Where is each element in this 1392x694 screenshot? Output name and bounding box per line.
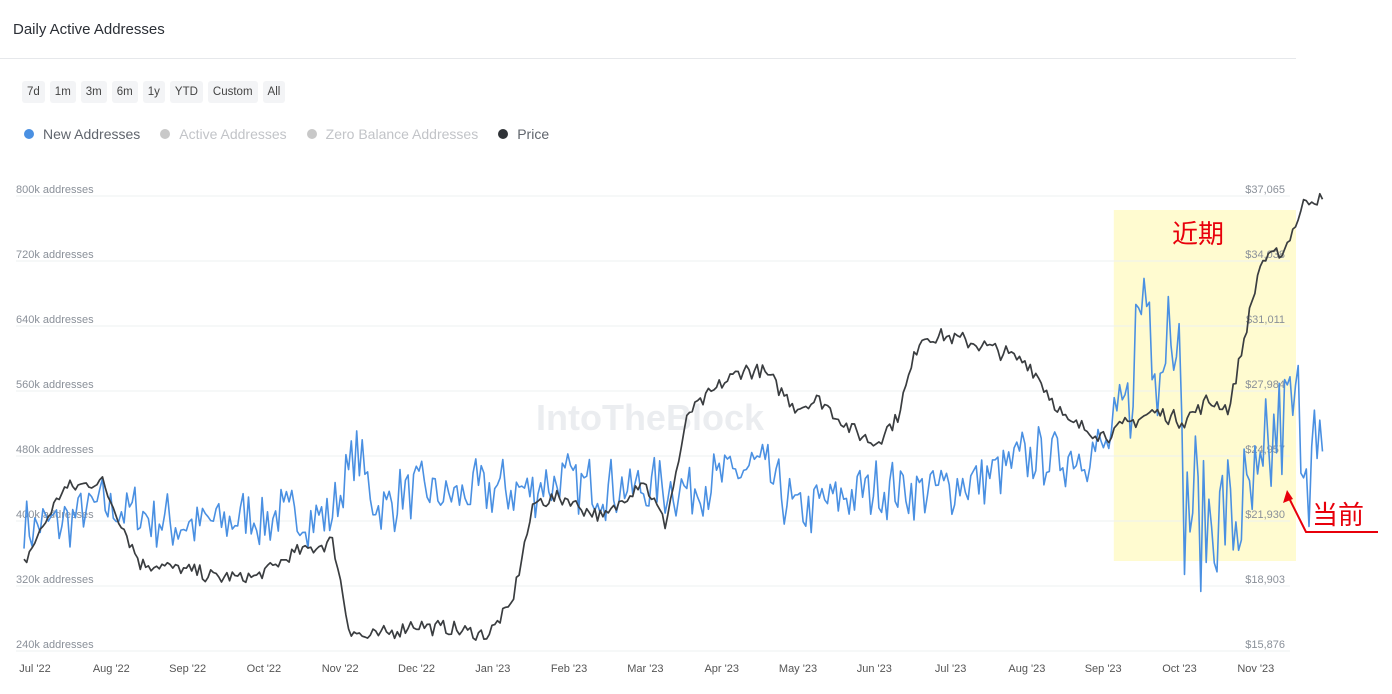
y-right-tick-label: $24,957 — [1245, 444, 1285, 456]
legend-item-active-addresses[interactable]: Active Addresses — [160, 126, 287, 142]
series-line-price — [23, 192, 1324, 641]
legend-dot — [24, 129, 34, 139]
legend-item-new-addresses[interactable]: New Addresses — [24, 126, 140, 142]
y-left-tick-label: 640k addresses — [16, 314, 94, 326]
header-divider — [0, 58, 1296, 59]
legend-item-price[interactable]: Price — [498, 126, 549, 142]
x-tick-label: Sep '23 — [1085, 663, 1122, 675]
y-right-tick-label: $15,876 — [1245, 639, 1285, 651]
x-tick-label: Jan '23 — [475, 663, 510, 675]
x-tick-label: Nov '22 — [322, 663, 359, 675]
y-right-tick-label: $31,011 — [1246, 314, 1285, 326]
annotation-arrow — [1286, 493, 1378, 533]
y-left-tick-label: 320k addresses — [16, 574, 94, 586]
legend-label: Zero Balance Addresses — [325, 126, 479, 142]
y-right-tick-label: $37,065 — [1245, 184, 1285, 196]
legend-label: Active Addresses — [179, 126, 287, 142]
y-right-tick-label: $21,930 — [1245, 509, 1285, 521]
range-button-3m[interactable]: 3m — [80, 81, 107, 103]
y-right-tick-label: $34,038 — [1245, 249, 1285, 261]
chart-legend: New Addresses Active Addresses Zero Bala… — [24, 126, 569, 142]
annotation-arrowhead — [1283, 490, 1293, 503]
x-tick-label: Sep '22 — [169, 663, 206, 675]
x-tick-label: Jun '23 — [857, 663, 892, 675]
x-tick-label: Feb '23 — [551, 663, 587, 675]
legend-item-zero-balance-addresses[interactable]: Zero Balance Addresses — [306, 126, 479, 142]
time-range-selector: 7d 1m 3m 6m 1y YTD Custom All — [22, 81, 286, 103]
x-tick-label: Oct '22 — [247, 663, 282, 675]
range-button-1y[interactable]: 1y — [142, 81, 165, 103]
y-left-tick-label: 720k addresses — [16, 249, 94, 261]
legend-dot — [306, 129, 317, 139]
range-button-7d[interactable]: 7d — [22, 81, 45, 103]
y-left-tick-label: 240k addresses — [16, 639, 94, 651]
annotation-current: 当前 — [1312, 500, 1364, 530]
x-tick-label: Aug '22 — [93, 663, 130, 675]
y-right-tick-label: $18,903 — [1245, 574, 1285, 586]
range-button-ytd[interactable]: YTD — [169, 81, 203, 103]
legend-dot — [160, 129, 171, 139]
y-left-tick-label: 480k addresses — [16, 444, 94, 456]
x-tick-label: Apr '23 — [704, 663, 739, 675]
legend-label: Price — [517, 126, 550, 142]
annotation-recent: 近期 — [1172, 219, 1224, 249]
legend-dot — [498, 129, 509, 139]
page-title: Daily Active Addresses — [13, 21, 165, 38]
x-tick-label: Nov '23 — [1237, 663, 1274, 675]
x-tick-label: Oct '23 — [1162, 663, 1197, 675]
x-tick-label: Jul '23 — [935, 663, 966, 675]
y-right-tick-label: $27,984 — [1245, 379, 1285, 391]
range-button-6m[interactable]: 6m — [111, 81, 138, 103]
range-button-all[interactable]: All — [262, 81, 286, 103]
x-tick-label: Dec '22 — [398, 663, 435, 675]
y-left-tick-label: 560k addresses — [16, 379, 94, 391]
range-button-custom[interactable]: Custom — [207, 81, 258, 103]
x-tick-label: May '23 — [779, 663, 817, 675]
y-left-tick-label: 800k addresses — [16, 184, 94, 196]
legend-label: New Addresses — [43, 126, 141, 142]
watermark: IntoTheBlock — [536, 397, 765, 438]
x-tick-label: Aug '23 — [1008, 663, 1045, 675]
range-button-1m[interactable]: 1m — [49, 81, 76, 103]
x-tick-label: Mar '23 — [627, 663, 663, 675]
x-tick-label: Jul '22 — [19, 663, 50, 675]
